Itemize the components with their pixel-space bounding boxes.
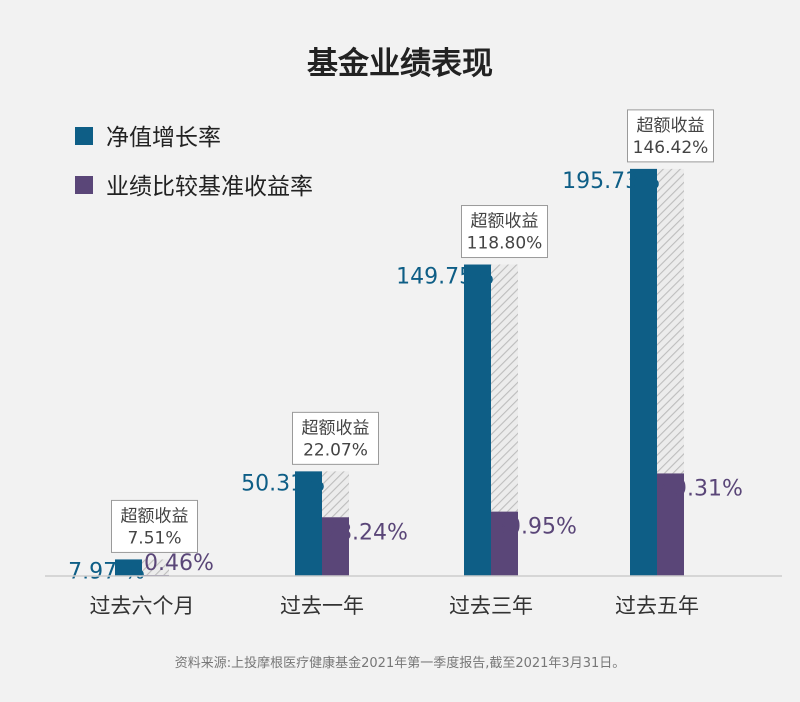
legend-swatch-benchmark: [75, 176, 93, 194]
legend-swatch-nav: [75, 127, 93, 145]
x-tick-label: 过去五年: [615, 594, 699, 618]
benchmark-bar: [657, 473, 684, 576]
benchmark-bar: [322, 517, 349, 576]
legend: 净值增长率 业绩比较基准收益率: [75, 125, 313, 200]
benchmark-bar: [491, 511, 518, 576]
excess-callout-value: 146.42%: [633, 138, 709, 158]
plot-area: 7.97 % 0.46%超额收益7.51%过去六个月50.31%28.24%超额收…: [68, 109, 743, 618]
excess-bar: [322, 471, 349, 518]
source-note: 资料来源:上投摩根医疗健康基金2021年第一季度报告,截至2021年3月31日。: [175, 655, 626, 671]
nav-bar: [630, 168, 657, 577]
excess-callout-title: 超额收益: [302, 418, 370, 438]
excess-callout-title: 超额收益: [121, 506, 189, 526]
excess-callout-box: [461, 205, 548, 259]
x-tick-label: 过去六个月: [90, 594, 195, 618]
nav-value-label: 50.31%: [241, 471, 325, 496]
excess-callout-value: 22.07%: [303, 440, 368, 460]
excess-callout-value: 7.51%: [127, 528, 181, 548]
excess-callout-box: [627, 109, 714, 163]
excess-callout-value: 118.80%: [467, 234, 543, 254]
nav-value-label: 7.97 %: [68, 559, 145, 584]
benchmark-value-label: 30.95%: [493, 515, 577, 540]
excess-bar: [142, 559, 169, 576]
excess-callout-title: 超额收益: [637, 116, 705, 136]
benchmark-value-label: 0.46%: [144, 551, 214, 576]
excess-callout-box: [111, 499, 198, 553]
benchmark-value-label: 28.24%: [324, 520, 408, 545]
legend-label-benchmark: 业绩比较基准收益率: [106, 174, 313, 200]
benchmark-value-label: 49.31%: [659, 476, 743, 501]
nav-value-label: 195.73%: [562, 169, 660, 194]
nav-value-label: 149.75%: [396, 265, 494, 290]
nav-bar: [115, 559, 142, 576]
nav-bar: [464, 264, 491, 576]
legend-label-nav: 净值增长率: [106, 125, 221, 151]
chart-title: 基金业绩表现: [307, 46, 493, 82]
excess-callout-box: [292, 411, 379, 465]
x-tick-label: 过去一年: [280, 594, 364, 618]
excess-bar: [491, 264, 518, 512]
nav-bar: [295, 471, 322, 576]
excess-callout-title: 超额收益: [471, 212, 539, 232]
x-tick-label: 过去三年: [449, 594, 533, 618]
excess-bar: [657, 168, 684, 474]
